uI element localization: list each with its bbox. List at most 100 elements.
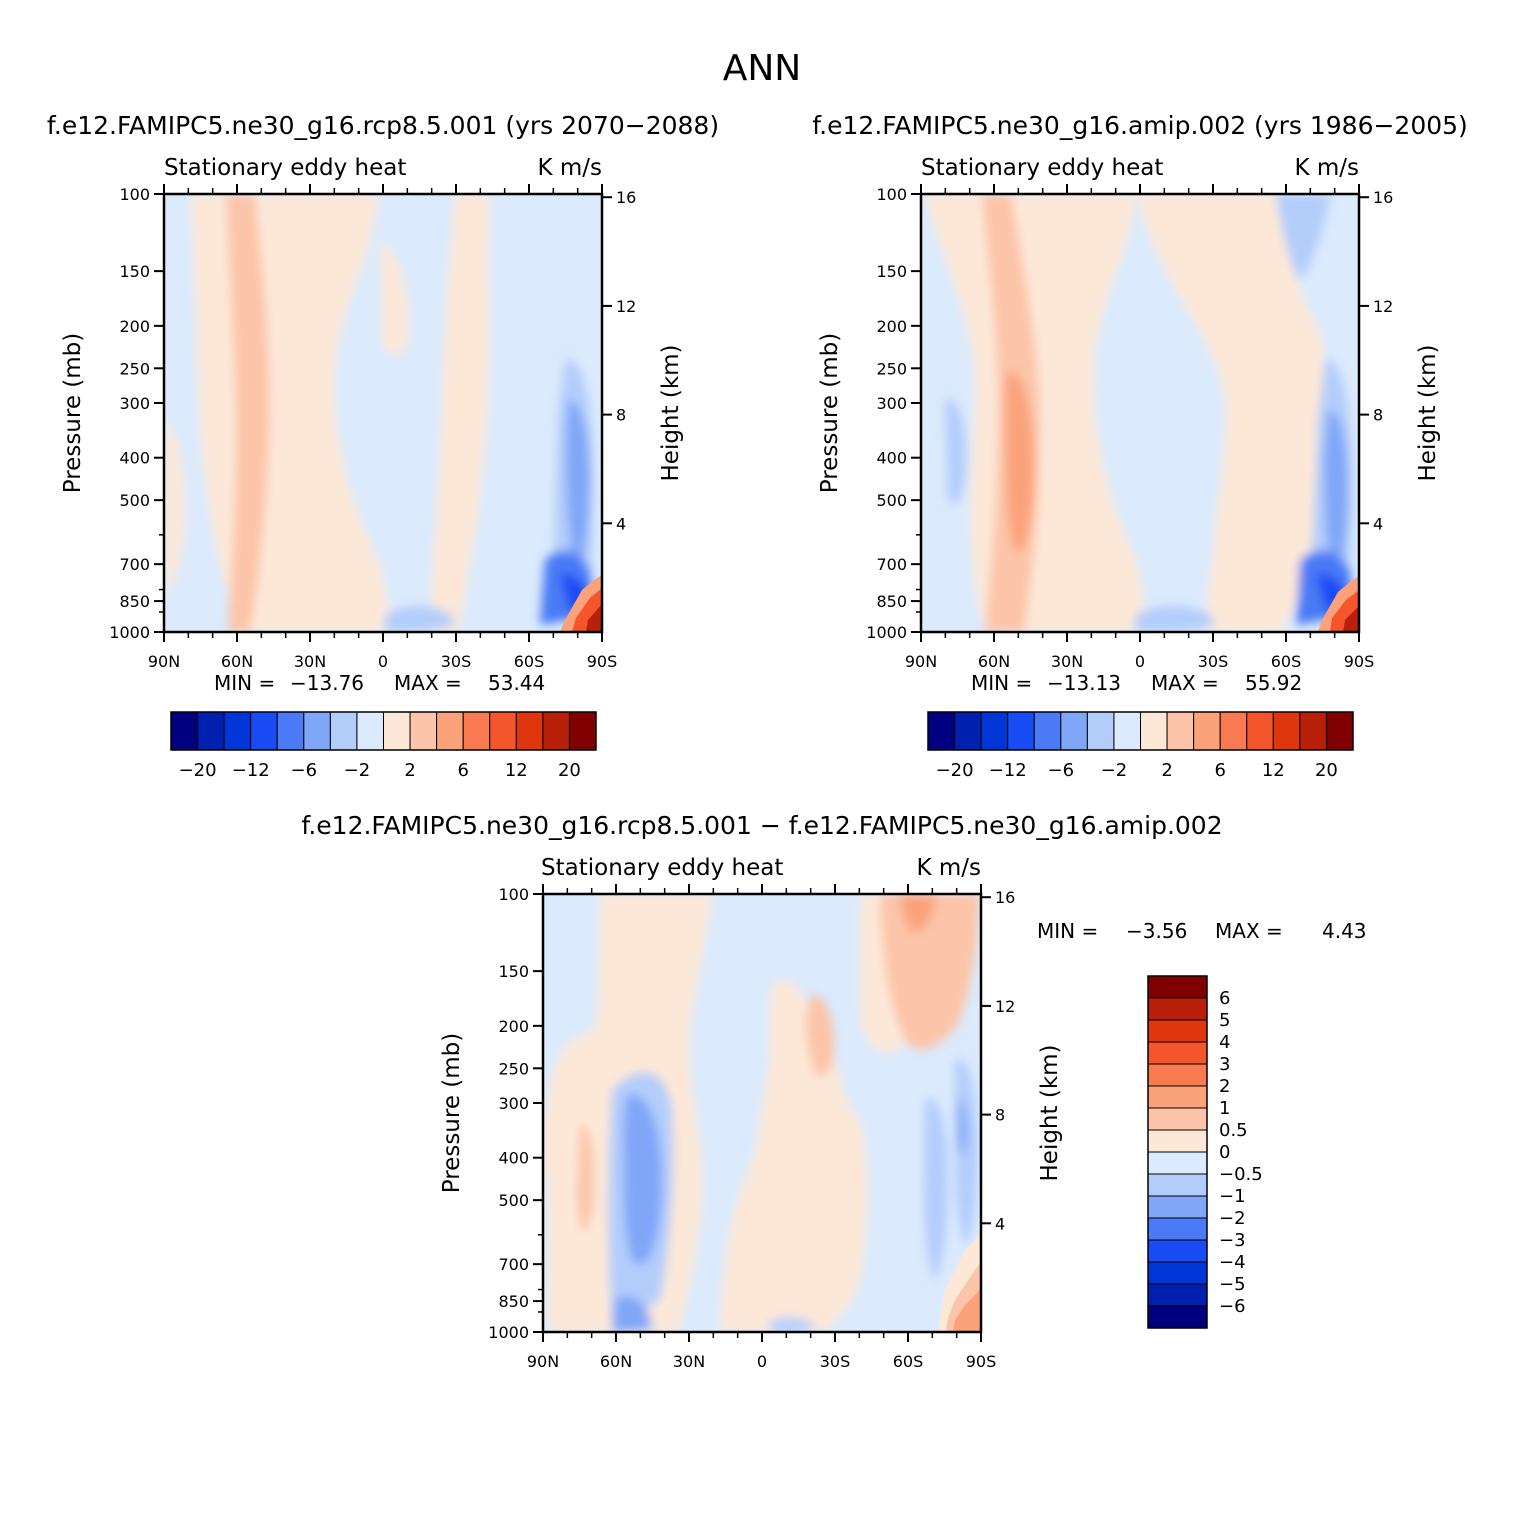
colorbar-label: −6 <box>1219 1296 1246 1317</box>
height-tick-label: 8 <box>995 1106 1005 1125</box>
x-tick-label: 0 <box>757 1352 767 1371</box>
colorbar-box <box>1272 711 1301 751</box>
x-tick-label: 30N <box>673 1352 705 1371</box>
y-tick-label: 700 <box>119 555 150 574</box>
variable-name: Stationary eddy heat <box>921 155 1163 181</box>
panel-title: f.e12.FAMIPC5.ne30_g16.rcp8.5.001 (yrs 2… <box>47 111 719 140</box>
height-tick-label: 12 <box>995 997 1015 1016</box>
colorbar-label: 6 <box>1219 988 1230 1009</box>
colorbar-box <box>1166 711 1195 751</box>
panel-title: f.e12.FAMIPC5.ne30_g16.rcp8.5.001 − f.e1… <box>301 811 1222 840</box>
x-tick-label: 90S <box>1344 652 1375 671</box>
colorbar-box <box>356 711 384 751</box>
colorbar-label: 1 <box>1219 1098 1230 1119</box>
colorbar-label: 2 <box>1219 1076 1230 1097</box>
positive-region <box>1005 371 1034 552</box>
y-tick-label: 1000 <box>488 1323 529 1342</box>
y-tick-label: 100 <box>498 885 529 904</box>
x-tick-label: 60N <box>221 652 253 671</box>
colorbar-label: −2 <box>1101 760 1128 781</box>
colorbar-label: −0.5 <box>1219 1164 1263 1185</box>
x-tick-label: 60S <box>514 652 545 671</box>
colorbar-box <box>1113 711 1141 751</box>
height-tick-label: 4 <box>1373 514 1383 533</box>
negative-region <box>958 1099 967 1154</box>
y-tick-label: 200 <box>498 1017 529 1036</box>
colorbar-box <box>1147 997 1208 1021</box>
negative-region <box>1276 194 1330 280</box>
colorbar-box <box>1147 1217 1208 1241</box>
positive-region <box>380 240 409 355</box>
colorbar-label: 0.5 <box>1219 1120 1248 1141</box>
variable-units: K m/s <box>1294 155 1359 181</box>
variable-name: Stationary eddy heat <box>164 155 406 181</box>
x-tick-label: 90S <box>587 652 618 671</box>
y-tick-label: 300 <box>119 394 150 413</box>
colorbar-box <box>223 711 252 751</box>
colorbar-label: −2 <box>1219 1208 1246 1229</box>
min-value: −13.13 <box>1047 671 1121 695</box>
height-tick-label: 12 <box>616 297 636 316</box>
y-axis-label: Pressure (mb) <box>817 333 843 493</box>
panel-amip: f.e12.FAMIPC5.ne30_g16.amip.002 (yrs 198… <box>812 111 1468 781</box>
colorbar-box <box>1140 711 1168 751</box>
colorbar-box <box>1147 1107 1208 1131</box>
colorbar-box <box>1147 1283 1208 1307</box>
height-tick-label: 4 <box>616 514 626 533</box>
positive-region <box>1343 606 1359 632</box>
colorbar-box <box>1246 711 1274 751</box>
x-tick-label: 90N <box>905 652 937 671</box>
positive-region <box>900 894 936 932</box>
y-tick-label: 700 <box>876 555 907 574</box>
y-tick-label: 250 <box>876 359 907 378</box>
height-tick-label: 12 <box>1373 297 1393 316</box>
colorbar-box <box>1086 711 1115 751</box>
contour-field <box>921 194 1359 632</box>
y-tick-label: 500 <box>119 491 150 510</box>
colorbar-box <box>1147 975 1208 999</box>
colorbar-box <box>1147 1151 1208 1175</box>
colorbar-box <box>1219 711 1248 751</box>
x-tick-label: 30S <box>820 1352 851 1371</box>
x-tick-label: 60S <box>893 1352 924 1371</box>
negative-region <box>612 1296 652 1332</box>
positive-region <box>1138 194 1325 632</box>
colorbar-box <box>250 711 278 751</box>
colorbar-box <box>1033 711 1062 751</box>
x-tick-label: 0 <box>1135 652 1145 671</box>
height-tick-label: 4 <box>995 1214 1005 1233</box>
x-tick-label: 30S <box>1198 652 1229 671</box>
colorbar-label: −2 <box>344 760 371 781</box>
y-tick-label: 1000 <box>109 623 150 642</box>
colorbar-box <box>383 711 411 751</box>
x-tick-label: 60S <box>1271 652 1302 671</box>
colorbar-label: −1 <box>1219 1186 1246 1207</box>
y-tick-label: 850 <box>876 592 907 611</box>
colorbar-label: −20 <box>179 760 217 781</box>
colorbar-label: 20 <box>1315 760 1338 781</box>
colorbar-label: −5 <box>1219 1274 1246 1295</box>
x-tick-label: 60N <box>978 652 1010 671</box>
colorbar-label: −3 <box>1219 1230 1246 1251</box>
height-tick-label: 8 <box>1373 406 1383 425</box>
colorbar-box <box>1147 1019 1208 1043</box>
colorbar-box <box>542 711 570 751</box>
colorbar-box <box>927 711 956 751</box>
colorbar-label: 0 <box>1219 1142 1230 1163</box>
y-tick-label: 100 <box>876 185 907 204</box>
x-tick-label: 60N <box>600 1352 632 1371</box>
colorbar-label: −6 <box>291 760 318 781</box>
x-tick-label: 30N <box>294 652 326 671</box>
colorbar-box <box>197 711 225 751</box>
colorbar-frame <box>1147 975 1208 1329</box>
y-tick-label: 500 <box>876 491 907 510</box>
positive-region <box>953 1288 981 1332</box>
min-label: MIN = <box>971 671 1032 695</box>
y-tick-label: 250 <box>498 1059 529 1078</box>
colorbar-label: −20 <box>936 760 974 781</box>
colorbar-box <box>489 711 517 751</box>
colorbar-box <box>1147 1305 1208 1329</box>
colorbar-box <box>1060 711 1088 751</box>
height-tick-label: 16 <box>616 188 636 207</box>
max-value: 4.43 <box>1322 919 1367 943</box>
